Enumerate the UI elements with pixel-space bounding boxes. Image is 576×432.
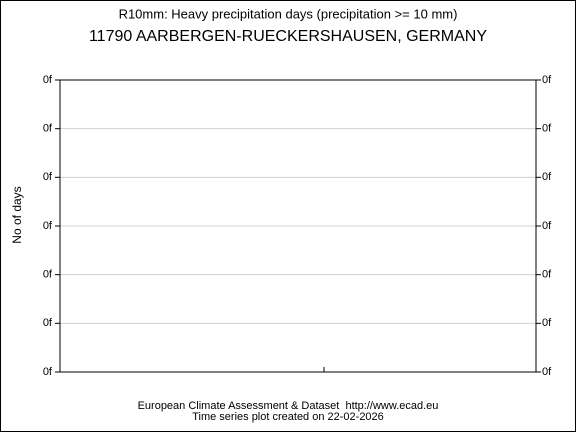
footer: European Climate Assessment & Dataset ht…	[138, 400, 439, 412]
y-tick-label: 0f	[43, 74, 53, 86]
chart-subtitle: 11790 AARBERGEN-RUECKERSHAUSEN, GERMANY	[89, 28, 487, 45]
y2-tick-label: 0f	[542, 74, 552, 86]
y2-tick-label: 0f	[542, 366, 552, 378]
y-tick-label: 0f	[43, 220, 53, 232]
y2-tick-label: 0f	[542, 269, 552, 281]
y-axis-label: No of days	[10, 186, 24, 243]
y-tick-label: 0f	[43, 269, 53, 281]
y2-tick-label: 0f	[542, 317, 552, 329]
y-tick-label: 0f	[43, 171, 53, 183]
footer: Time series plot created on 22-02-2026	[192, 411, 384, 423]
y2-tick-label: 0f	[542, 171, 552, 183]
y-tick-label: 0f	[43, 123, 53, 135]
y-tick-label: 0f	[43, 366, 53, 378]
y2-tick-label: 0f	[542, 123, 552, 135]
plot-area	[59, 79, 537, 373]
y-tick-label: 0f	[43, 317, 53, 329]
y2-tick-label: 0f	[542, 220, 552, 232]
chart-title: R10mm: Heavy precipitation days (precipi…	[119, 6, 458, 21]
